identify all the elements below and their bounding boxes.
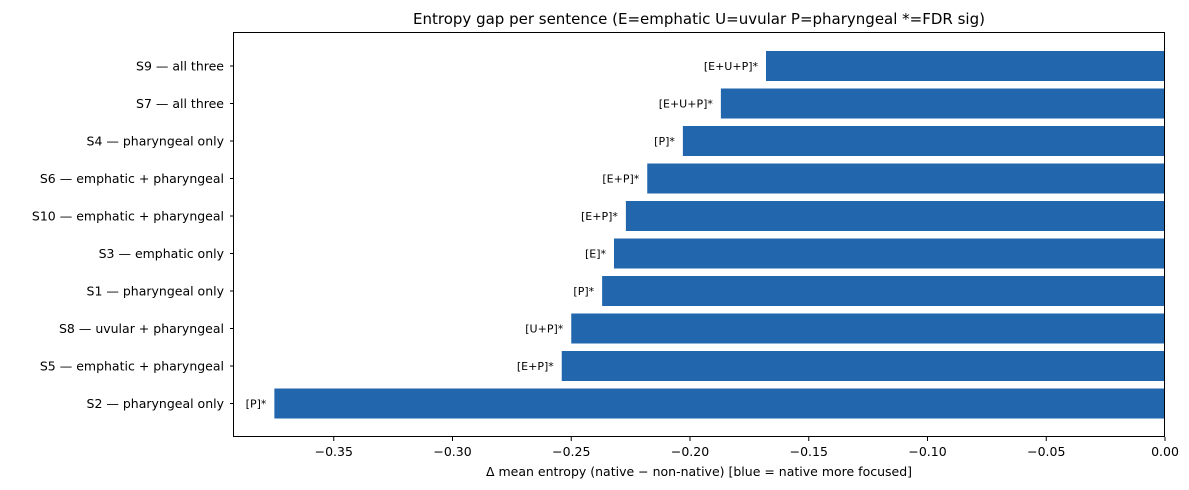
x-axis-label: Δ mean entropy (native − non-native) [bl… (486, 464, 912, 479)
y-tick-label: S8 — uvular + pharyngeal (59, 321, 224, 336)
bar (625, 201, 1165, 231)
y-tick-label: S5 — emphatic + pharyngeal (40, 359, 224, 374)
x-tick-label: −0.20 (671, 444, 709, 459)
y-tick-label: S2 — pharyngeal only (87, 396, 225, 411)
bar (682, 126, 1165, 156)
bar-data-label: [U+P]* (525, 323, 563, 336)
bar (602, 276, 1165, 306)
x-tick-label: −0.15 (790, 444, 828, 459)
y-tick-label: S1 — pharyngeal only (87, 284, 225, 299)
x-tick-label: −0.10 (908, 444, 946, 459)
bar (274, 388, 1165, 419)
bar (571, 313, 1165, 344)
bar-data-label: [P]* (246, 398, 267, 411)
bar (561, 351, 1165, 381)
x-tick-label: −0.05 (1027, 444, 1065, 459)
y-tick-label: S10 — emphatic + pharyngeal (32, 209, 224, 224)
plot-frame (233, 32, 1165, 437)
bars-group (274, 51, 1165, 419)
y-tick-label: S3 — emphatic only (99, 246, 225, 261)
bar (647, 163, 1165, 194)
x-tick-label: −0.25 (552, 444, 590, 459)
x-tick-label: 0.00 (1151, 444, 1179, 459)
y-tick-label: S7 — all three (136, 96, 224, 111)
bar-data-label: [E+P]* (517, 360, 554, 373)
bar-data-label: [E]* (585, 248, 607, 261)
x-axis: −0.35 −0.30 −0.25 −0.20 −0.15 −0.10 −0.05 0.00 (315, 437, 1179, 459)
x-tick-label: −0.35 (315, 444, 353, 459)
x-tick-label: −0.30 (433, 444, 471, 459)
y-axis: S9 — all three S7 — all three S4 — pharyng… (32, 59, 234, 411)
y-tick-label: S6 — emphatic + pharyngeal (40, 171, 224, 186)
bar-labels-group: [E+U+P]* [E+U+P]* [P]* [E+P]* [E+P]* [E]* [P]*… (246, 60, 759, 411)
chart-title: Entropy gap per sentence (E=emphatic U=u… (413, 10, 985, 28)
bar (720, 88, 1165, 119)
bar (614, 238, 1165, 269)
bar-data-label: [E+U+P]* (704, 60, 759, 73)
bar-data-label: [E+U+P]* (659, 98, 714, 111)
bar (766, 51, 1165, 81)
bar-data-label: [E+P]* (581, 210, 618, 223)
y-tick-label: S9 — all three (136, 59, 224, 74)
bar-data-label: [E+P]* (602, 173, 639, 186)
bar-data-label: [P]* (573, 285, 594, 298)
y-tick-label: S4 — pharyngeal only (87, 134, 225, 149)
bar-data-label: [P]* (654, 135, 675, 148)
